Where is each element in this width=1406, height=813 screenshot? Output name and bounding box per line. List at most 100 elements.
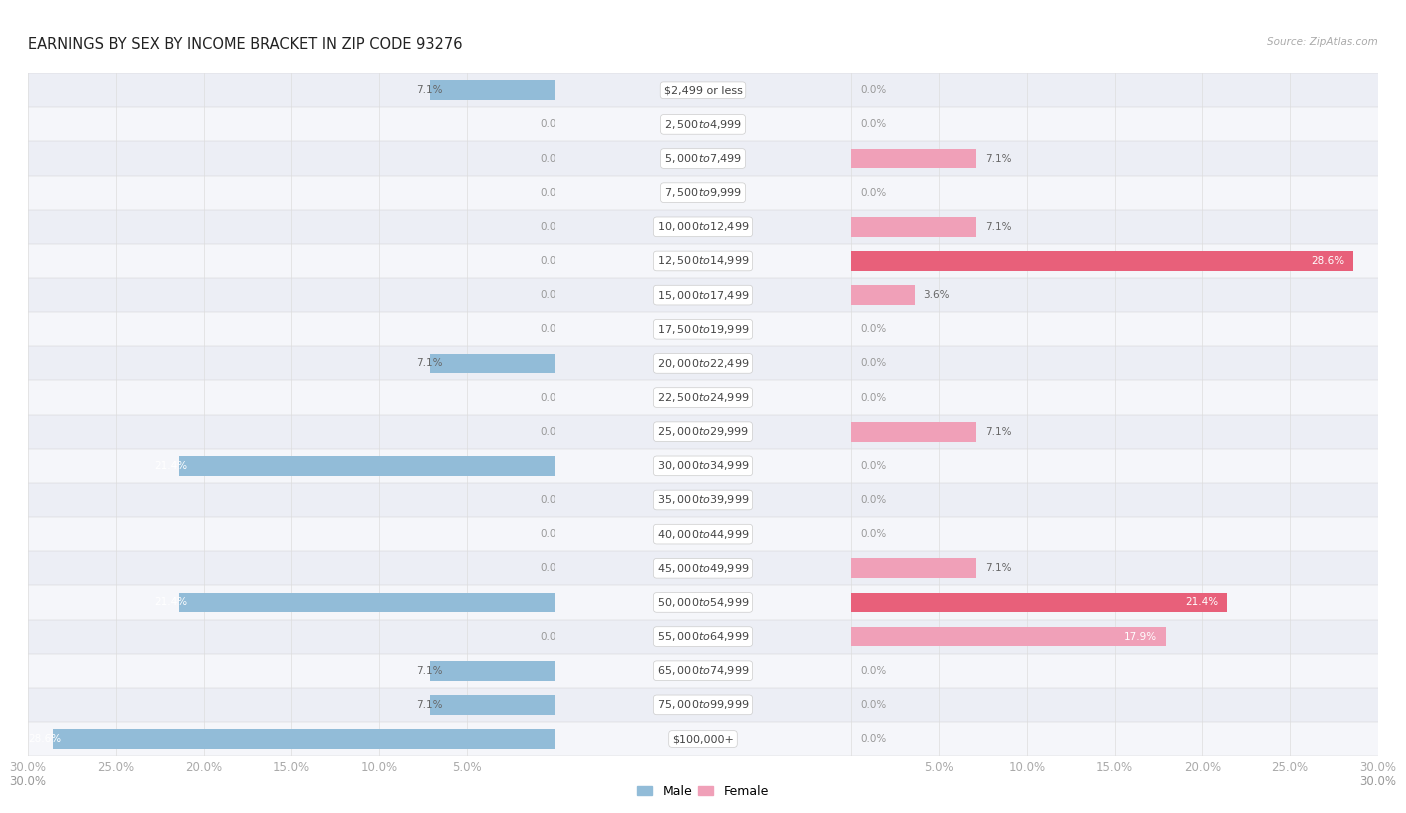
- Text: $45,000 to $49,999: $45,000 to $49,999: [657, 562, 749, 575]
- Bar: [554, 517, 852, 551]
- Bar: [28, 483, 554, 517]
- Bar: [430, 354, 554, 373]
- Text: 7.1%: 7.1%: [416, 666, 443, 676]
- Bar: [554, 176, 852, 210]
- Bar: [852, 517, 1378, 551]
- Text: 21.4%: 21.4%: [155, 598, 188, 607]
- Text: 30.0%: 30.0%: [10, 775, 46, 788]
- Text: 7.1%: 7.1%: [984, 427, 1011, 437]
- Text: 30.0%: 30.0%: [1360, 775, 1396, 788]
- Text: 21.4%: 21.4%: [1185, 598, 1218, 607]
- Text: 0.0%: 0.0%: [860, 734, 887, 744]
- Bar: [554, 107, 852, 141]
- Text: 0.0%: 0.0%: [860, 393, 887, 402]
- Bar: [852, 415, 1378, 449]
- Text: $22,500 to $24,999: $22,500 to $24,999: [657, 391, 749, 404]
- Bar: [179, 593, 554, 612]
- Bar: [852, 210, 1378, 244]
- Bar: [28, 517, 554, 551]
- Text: 0.0%: 0.0%: [860, 666, 887, 676]
- Bar: [852, 620, 1378, 654]
- Text: $12,500 to $14,999: $12,500 to $14,999: [657, 254, 749, 267]
- Text: 0.0%: 0.0%: [540, 427, 567, 437]
- Bar: [554, 380, 852, 415]
- Text: 0.0%: 0.0%: [540, 256, 567, 266]
- Bar: [28, 107, 554, 141]
- Text: 0.0%: 0.0%: [540, 393, 567, 402]
- Bar: [852, 285, 915, 305]
- Text: 0.0%: 0.0%: [540, 188, 567, 198]
- Text: $40,000 to $44,999: $40,000 to $44,999: [657, 528, 749, 541]
- Text: 0.0%: 0.0%: [540, 290, 567, 300]
- Text: 7.1%: 7.1%: [984, 222, 1011, 232]
- Bar: [852, 149, 976, 168]
- Text: 0.0%: 0.0%: [540, 632, 567, 641]
- Bar: [28, 620, 554, 654]
- Text: $30,000 to $34,999: $30,000 to $34,999: [657, 459, 749, 472]
- Bar: [852, 312, 1378, 346]
- Text: 0.0%: 0.0%: [860, 188, 887, 198]
- Text: EARNINGS BY SEX BY INCOME BRACKET IN ZIP CODE 93276: EARNINGS BY SEX BY INCOME BRACKET IN ZIP…: [28, 37, 463, 51]
- Bar: [852, 217, 976, 237]
- Text: 0.0%: 0.0%: [540, 324, 567, 334]
- Bar: [554, 312, 852, 346]
- Bar: [852, 449, 1378, 483]
- Text: $75,000 to $99,999: $75,000 to $99,999: [657, 698, 749, 711]
- Text: $25,000 to $29,999: $25,000 to $29,999: [657, 425, 749, 438]
- Bar: [28, 415, 554, 449]
- Bar: [852, 176, 1378, 210]
- Bar: [852, 688, 1378, 722]
- Bar: [852, 627, 1166, 646]
- Bar: [28, 449, 554, 483]
- Bar: [28, 278, 554, 312]
- Bar: [554, 551, 852, 585]
- Bar: [852, 422, 976, 441]
- Text: $65,000 to $74,999: $65,000 to $74,999: [657, 664, 749, 677]
- Text: 7.1%: 7.1%: [416, 359, 443, 368]
- Text: 0.0%: 0.0%: [540, 120, 567, 129]
- Text: 7.1%: 7.1%: [984, 154, 1011, 163]
- Bar: [28, 585, 554, 620]
- Bar: [852, 593, 1227, 612]
- Text: $35,000 to $39,999: $35,000 to $39,999: [657, 493, 749, 506]
- Text: $7,500 to $9,999: $7,500 to $9,999: [664, 186, 742, 199]
- Text: 3.6%: 3.6%: [924, 290, 950, 300]
- Text: 0.0%: 0.0%: [860, 324, 887, 334]
- Text: 0.0%: 0.0%: [540, 222, 567, 232]
- Text: $20,000 to $22,499: $20,000 to $22,499: [657, 357, 749, 370]
- Text: 0.0%: 0.0%: [540, 563, 567, 573]
- Bar: [554, 585, 852, 620]
- Text: $50,000 to $54,999: $50,000 to $54,999: [657, 596, 749, 609]
- Bar: [554, 346, 852, 380]
- Bar: [554, 483, 852, 517]
- Text: 0.0%: 0.0%: [860, 85, 887, 95]
- Bar: [28, 551, 554, 585]
- Bar: [852, 141, 1378, 176]
- Bar: [554, 688, 852, 722]
- Bar: [554, 141, 852, 176]
- Bar: [430, 80, 554, 100]
- Bar: [554, 620, 852, 654]
- Text: 7.1%: 7.1%: [984, 563, 1011, 573]
- Legend: Male, Female: Male, Female: [633, 780, 773, 802]
- Bar: [852, 483, 1378, 517]
- Bar: [852, 585, 1378, 620]
- Text: $5,000 to $7,499: $5,000 to $7,499: [664, 152, 742, 165]
- Bar: [852, 346, 1378, 380]
- Bar: [852, 244, 1378, 278]
- Text: 17.9%: 17.9%: [1123, 632, 1157, 641]
- Text: 28.6%: 28.6%: [28, 734, 62, 744]
- Bar: [852, 722, 1378, 756]
- Bar: [554, 415, 852, 449]
- Bar: [554, 73, 852, 107]
- Text: 0.0%: 0.0%: [540, 495, 567, 505]
- Bar: [28, 312, 554, 346]
- Text: $15,000 to $17,499: $15,000 to $17,499: [657, 289, 749, 302]
- Bar: [28, 688, 554, 722]
- Bar: [28, 380, 554, 415]
- Text: 7.1%: 7.1%: [416, 700, 443, 710]
- Text: 0.0%: 0.0%: [540, 154, 567, 163]
- Bar: [554, 654, 852, 688]
- Bar: [179, 456, 554, 476]
- Bar: [554, 722, 852, 756]
